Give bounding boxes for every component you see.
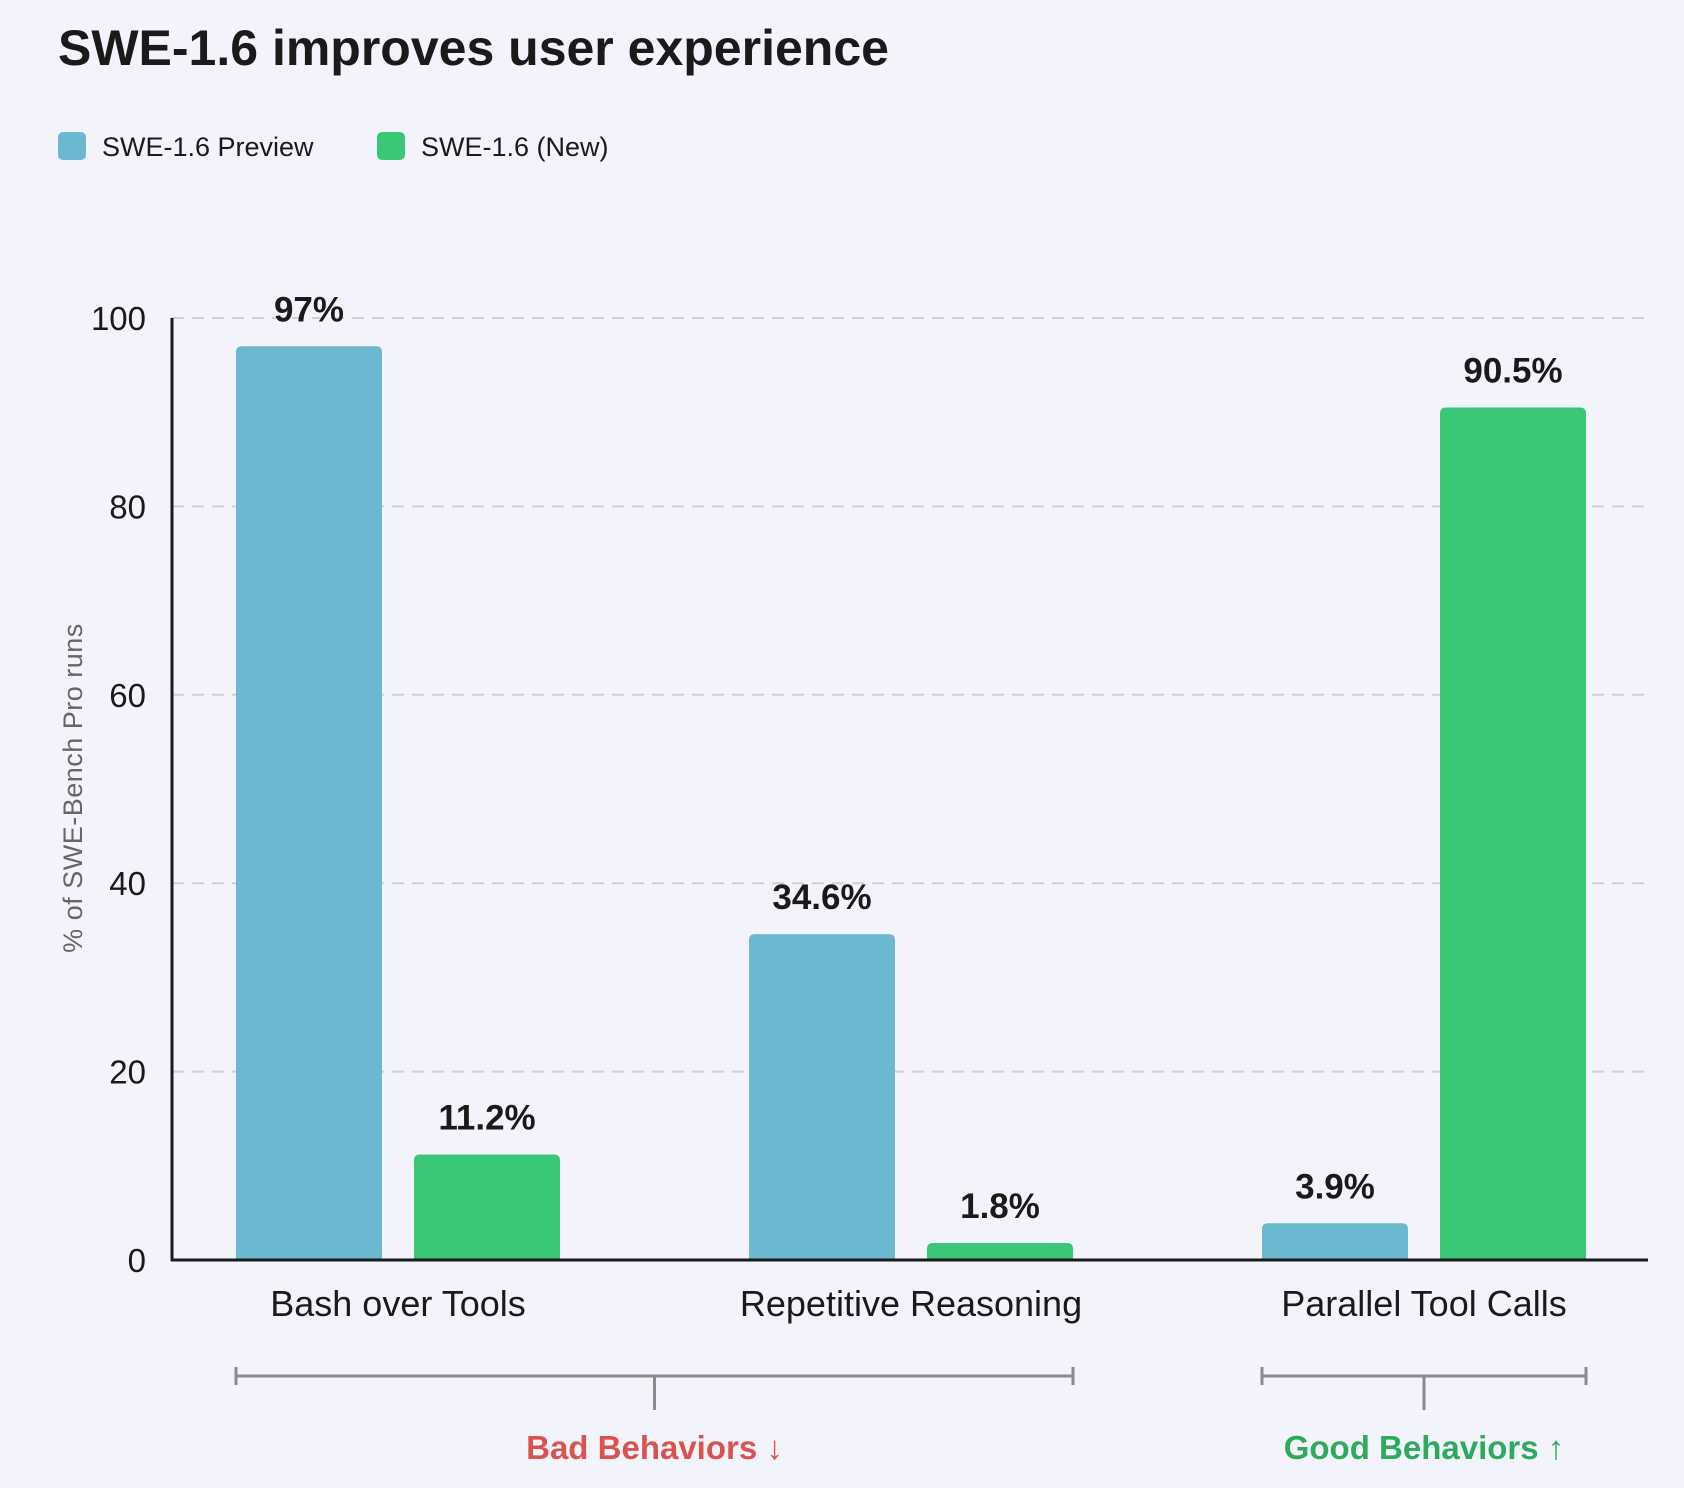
bar <box>236 346 382 1260</box>
y-axis-label: % of SWE-Bench Pro runs <box>58 623 88 953</box>
x-tick-label: Parallel Tool Calls <box>1281 1283 1566 1324</box>
bar <box>1262 1223 1408 1260</box>
bars: 97% 11.2% 34.6% 1.8% 3.9% 90.5% <box>236 290 1586 1260</box>
legend-label-1: SWE-1.6 Preview <box>102 132 314 162</box>
bar <box>414 1154 560 1260</box>
data-label: 34.6% <box>772 878 871 917</box>
y-tick-label: 100 <box>91 300 146 337</box>
x-tick-label: Repetitive Reasoning <box>740 1283 1082 1324</box>
data-label: 3.9% <box>1295 1167 1375 1206</box>
y-tick-label: 40 <box>109 865 146 902</box>
y-tick-label: 80 <box>109 488 146 525</box>
data-label: 90.5% <box>1463 351 1562 390</box>
behavior-groups: Bad Behaviors ↓ Good Behaviors ↑ <box>234 1367 1588 1466</box>
bar <box>1440 407 1586 1260</box>
data-label: 1.8% <box>960 1187 1040 1226</box>
bar <box>927 1243 1073 1260</box>
data-label: 97% <box>274 290 344 329</box>
group-label: Good Behaviors ↑ <box>1284 1429 1565 1466</box>
y-tick-label: 0 <box>128 1242 146 1279</box>
legend-label-2: SWE-1.6 (New) <box>421 132 609 162</box>
x-tick-label: Bash over Tools <box>270 1283 525 1324</box>
category-labels: Bash over Tools Repetitive Reasoning Paral… <box>270 1283 1566 1324</box>
legend-swatch-2 <box>377 132 405 160</box>
y-axis-ticks: 0 20 40 60 80 100 <box>91 300 146 1279</box>
group-label: Bad Behaviors ↓ <box>526 1429 783 1466</box>
y-tick-label: 20 <box>109 1054 146 1091</box>
gridlines <box>172 317 1648 1073</box>
chart-title: SWE-1.6 improves user experience <box>58 20 889 76</box>
legend: SWE-1.6 Preview SWE-1.6 (New) <box>58 132 609 162</box>
bar <box>749 934 895 1260</box>
axes <box>170 318 1648 1262</box>
legend-swatch-1 <box>58 132 86 160</box>
data-label: 11.2% <box>438 1098 535 1137</box>
y-tick-label: 60 <box>109 677 146 714</box>
